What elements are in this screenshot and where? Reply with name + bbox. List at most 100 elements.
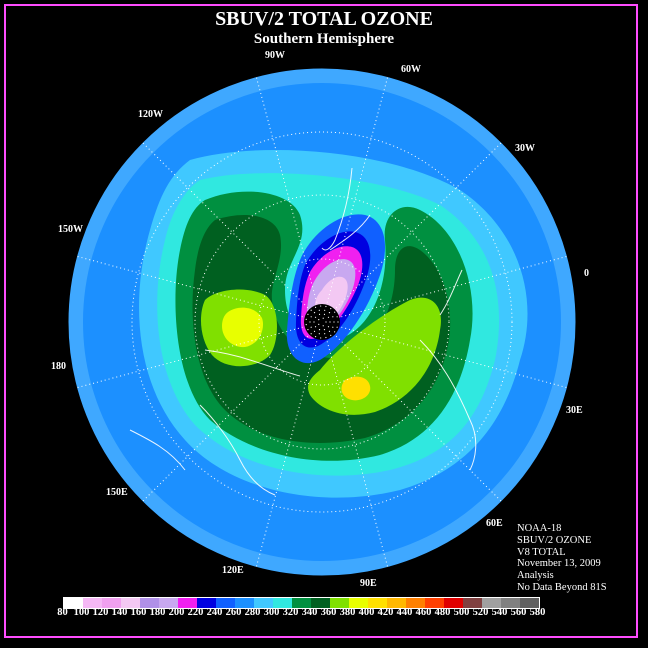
colorbar-swatch	[102, 598, 121, 608]
colorbar-tick-label: 340	[301, 607, 318, 618]
meridian-line	[326, 76, 389, 303]
colorbar-tick-label: 400	[358, 607, 375, 618]
colorbar-swatch	[368, 598, 387, 608]
pole-dot	[318, 313, 321, 315]
pole-dot	[310, 316, 312, 318]
pole-dot	[334, 331, 336, 333]
colorbar-tick-label: 140	[111, 607, 128, 618]
lon-label-60w: 60W	[401, 64, 421, 75]
pole-dot	[336, 326, 338, 328]
pole-dot	[318, 323, 320, 325]
colorbar-tick-label: 220	[187, 607, 204, 618]
info-text-block: NOAA-18 SBUV/2 OZONE V8 TOTAL November 1…	[517, 523, 607, 594]
pole-dot	[322, 325, 324, 327]
colorbar-tick-label: 440	[396, 607, 413, 618]
colorbar-swatch	[197, 598, 216, 608]
pole-dot	[327, 326, 330, 328]
lon-label-30e: 30E	[566, 405, 583, 416]
colorbar-tick-label: 480	[434, 607, 451, 618]
colorbar-swatch	[406, 598, 425, 608]
colorbar-tick-label: 380	[339, 607, 356, 618]
pole-dot	[333, 321, 335, 323]
info-satellite: NOAA-18	[517, 523, 562, 534]
lon-label-0: 0	[584, 268, 589, 279]
colorbar-tick-label: 560	[510, 607, 527, 618]
colorbar-tick-label: 280	[244, 607, 261, 618]
map-subtitle: Southern Hemisphere	[253, 31, 395, 47]
pole-dot	[325, 321, 327, 323]
plot-frame	[4, 4, 638, 638]
pole-dot	[330, 308, 332, 310]
colorbar-swatch	[178, 598, 197, 608]
colorbar-swatch	[482, 598, 501, 608]
lon-label-120e: 120E	[222, 565, 244, 576]
pole-dot	[328, 330, 331, 332]
meridian-line	[142, 142, 309, 309]
colorbar-swatch	[425, 598, 444, 608]
info-version: V8 TOTAL	[517, 546, 566, 558]
lon-label-30w: 30W	[515, 143, 535, 154]
meridian-line	[142, 335, 309, 502]
colorbar-swatch	[501, 598, 520, 608]
meridian-line	[255, 341, 318, 568]
colorbar-swatch	[520, 598, 539, 608]
pole-dot	[330, 334, 332, 336]
pole-dot	[320, 305, 322, 307]
meridian-line	[341, 255, 568, 318]
colorbar-swatch	[121, 598, 140, 608]
colorbar-swatch	[444, 598, 463, 608]
map-boundary	[67, 67, 577, 577]
colorbar	[63, 597, 540, 609]
colorbar-swatch	[311, 598, 330, 608]
colorbar-swatch	[292, 598, 311, 608]
colorbar-swatch	[216, 598, 235, 608]
colorbar-tick-label: 580	[529, 607, 546, 618]
pole-dot	[332, 316, 334, 318]
ozone-band-400-east	[341, 376, 371, 401]
pole-dot	[313, 321, 315, 323]
pole-dot	[310, 309, 312, 311]
colorbar-swatch	[349, 598, 368, 608]
colorbar-tick-label: 240	[206, 607, 223, 618]
meridian-line	[341, 326, 568, 389]
colorbar-swatch	[83, 598, 102, 608]
coastlines	[129, 167, 477, 496]
colorbar-tick-label: 420	[377, 607, 394, 618]
pole-dot	[305, 324, 307, 326]
colorbar-swatch	[64, 598, 83, 608]
pole-dot	[337, 321, 339, 323]
pole-dot	[323, 313, 326, 315]
meridian-line	[255, 76, 318, 303]
pole-dot	[305, 318, 307, 320]
lon-label-90w: 90W	[265, 50, 285, 61]
colorbar-swatch	[235, 598, 254, 608]
lon-label-60e: 60E	[486, 518, 503, 529]
colorbar-tick-label: 80	[57, 607, 68, 618]
pole-dot	[325, 336, 327, 339]
pole-dot	[324, 309, 326, 311]
pole-dots	[305, 305, 339, 339]
pole-dot	[318, 333, 320, 335]
pole-dot	[328, 312, 331, 314]
colorbar-tick-label: 360	[320, 607, 337, 618]
no-data-pole	[304, 304, 340, 340]
colorbar-tick-label: 520	[472, 607, 489, 618]
info-date: November 13, 2009	[517, 558, 601, 570]
pole-dot	[327, 316, 330, 318]
pole-dot	[318, 319, 320, 321]
graticule	[131, 131, 513, 513]
colorbar-swatch	[463, 598, 482, 608]
pole-dot	[314, 306, 317, 308]
meridian-line	[335, 142, 502, 309]
colorbar-tick-label: 120	[92, 607, 109, 618]
lon-label-150w: 150W	[58, 224, 83, 235]
pole-dot	[323, 329, 326, 331]
info-product: SBUV/2 OZONE	[517, 534, 592, 546]
pole-dot	[314, 326, 317, 328]
pole-dot	[313, 330, 316, 332]
pole-dot	[310, 333, 312, 335]
colorbar-swatch	[140, 598, 159, 608]
pole-dot	[334, 311, 336, 313]
info-type: Analysis	[517, 570, 554, 582]
